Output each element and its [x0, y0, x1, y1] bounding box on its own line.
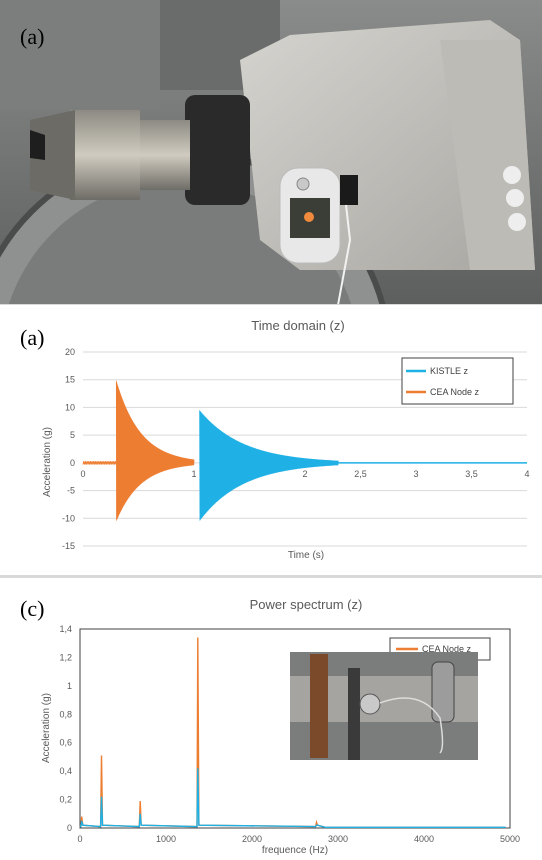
- y-tick-label: 1,2: [59, 652, 72, 662]
- y-tick-label: 1: [67, 681, 72, 691]
- x-tick-label: 0: [80, 469, 85, 479]
- time-domain-plot: Time domain (z) Time (s) Acceleration (g…: [42, 318, 530, 561]
- x-tick-label: 0: [77, 834, 82, 844]
- y-tick-label: 0,4: [59, 766, 72, 776]
- x-tick-label: 2000: [242, 834, 262, 844]
- y-tick-label: 20: [65, 347, 75, 357]
- y-tick-label: -10: [62, 513, 75, 523]
- x-tick-label: 2: [302, 469, 307, 479]
- legend-entry: KISTLE z: [430, 366, 469, 376]
- photo-panel-label: (a): [20, 24, 45, 49]
- separator: [0, 575, 542, 578]
- y-tick-label: 15: [65, 375, 75, 385]
- y-tick-label: 0,6: [59, 738, 72, 748]
- y-tick-label: 0: [70, 458, 75, 468]
- legend-entry: CEA Node z: [430, 387, 480, 397]
- x-axis-label: Time (s): [288, 550, 324, 561]
- y-axis-label: Acceleration (g): [42, 427, 53, 497]
- chart1-panel-label: (a): [20, 325, 45, 350]
- x-axis-label: frequence (Hz): [262, 845, 328, 855]
- y-tick-label: -5: [67, 486, 75, 496]
- chart2-panel-label: (c): [20, 596, 45, 621]
- inset-photo: [290, 652, 478, 760]
- chart-title: Power spectrum (z): [250, 597, 363, 612]
- x-tick-label: 4: [524, 469, 529, 479]
- x-tick-label: 3000: [328, 834, 348, 844]
- y-tick-label: 1,4: [59, 624, 72, 634]
- x-tick-label: 3,5: [465, 469, 478, 479]
- y-tick-label: 10: [65, 402, 75, 412]
- x-tick-label: 1000: [156, 834, 176, 844]
- x-tick-label: 4000: [414, 834, 434, 844]
- y-axis-label: Acceleration (g): [41, 693, 52, 763]
- kistle-spectrum-line: [79, 768, 506, 828]
- chart-title: Time domain (z): [251, 318, 344, 333]
- power-spectrum-plot: Power spectrum (z) frequence (Hz) Accele…: [41, 597, 520, 856]
- machine-photo-graphic: [0, 0, 542, 305]
- x-tick-label: 2,5: [354, 469, 367, 479]
- y-tick-label: 5: [70, 430, 75, 440]
- time-domain-chart: (a) Time domain (z) Time (s) Acceleratio…: [0, 305, 542, 575]
- cea-node-series-line: [115, 380, 195, 521]
- plot-border: [79, 628, 511, 829]
- power-spectrum-chart: (c) Power spectrum (z) frequence (Hz) Ac…: [0, 578, 542, 856]
- x-tick-label: 5000: [500, 834, 520, 844]
- cea-node-series-line: [82, 461, 117, 465]
- legend-entry: CEA Node z: [422, 644, 472, 654]
- x-tick-label: 1: [191, 469, 196, 479]
- machine-photo: (a): [0, 0, 542, 305]
- y-tick-label: -15: [62, 541, 75, 551]
- kistle-series-line: [199, 410, 339, 521]
- y-tick-label: 0,8: [59, 709, 72, 719]
- y-tick-label: 0,2: [59, 795, 72, 805]
- x-tick-label: 3: [413, 469, 418, 479]
- legend-box: [401, 357, 514, 405]
- y-tick-label: 0: [67, 823, 72, 833]
